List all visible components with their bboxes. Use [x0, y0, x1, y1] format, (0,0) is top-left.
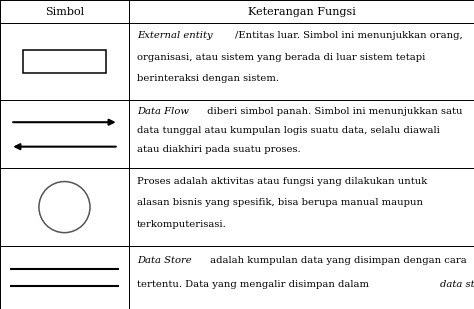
Text: Data Flow: Data Flow — [137, 107, 189, 116]
Text: Data Store: Data Store — [137, 256, 191, 265]
Text: alasan bisnis yang spesifik, bisa berupa manual maupun: alasan bisnis yang spesifik, bisa berupa… — [137, 198, 423, 207]
Bar — [0, 23, 129, 100]
Text: diberi simbol panah. Simbol ini menunjukkan satu: diberi simbol panah. Simbol ini menunjuk… — [204, 107, 462, 116]
Text: Proses adalah aktivitas atau fungsi yang dilakukan untuk: Proses adalah aktivitas atau fungsi yang… — [137, 177, 427, 186]
Bar — [129, 168, 474, 246]
Text: terkomputerisasi.: terkomputerisasi. — [137, 220, 227, 229]
Text: atau diakhiri pada suatu proses.: atau diakhiri pada suatu proses. — [137, 145, 301, 154]
Text: tertentu. Data yang mengalir disimpan dalam: tertentu. Data yang mengalir disimpan da… — [137, 280, 372, 289]
Bar — [129, 23, 474, 100]
Bar — [0, 168, 129, 246]
Text: Keterangan Fungsi: Keterangan Fungsi — [247, 6, 356, 17]
Text: berinteraksi dengan sistem.: berinteraksi dengan sistem. — [137, 74, 279, 83]
Text: data store: data store — [440, 280, 474, 289]
Text: adalah kumpulan data yang disimpan dengan cara: adalah kumpulan data yang disimpan denga… — [208, 256, 467, 265]
Text: data tunggal atau kumpulan logis suatu data, selalu diawali: data tunggal atau kumpulan logis suatu d… — [137, 126, 440, 135]
Text: Simbol: Simbol — [45, 6, 84, 17]
Bar — [129, 100, 474, 168]
Text: organisasi, atau sistem yang berada di luar sistem tetapi: organisasi, atau sistem yang berada di l… — [137, 53, 425, 62]
Text: External entity: External entity — [137, 32, 212, 40]
Bar — [0, 0, 129, 23]
Bar — [129, 246, 474, 309]
Bar — [0, 100, 129, 168]
Text: /Entitas luar. Simbol ini menunjukkan orang,: /Entitas luar. Simbol ini menunjukkan or… — [235, 32, 462, 40]
Bar — [23, 50, 106, 73]
Bar — [129, 0, 474, 23]
Bar — [0, 246, 129, 309]
Circle shape — [39, 182, 90, 233]
